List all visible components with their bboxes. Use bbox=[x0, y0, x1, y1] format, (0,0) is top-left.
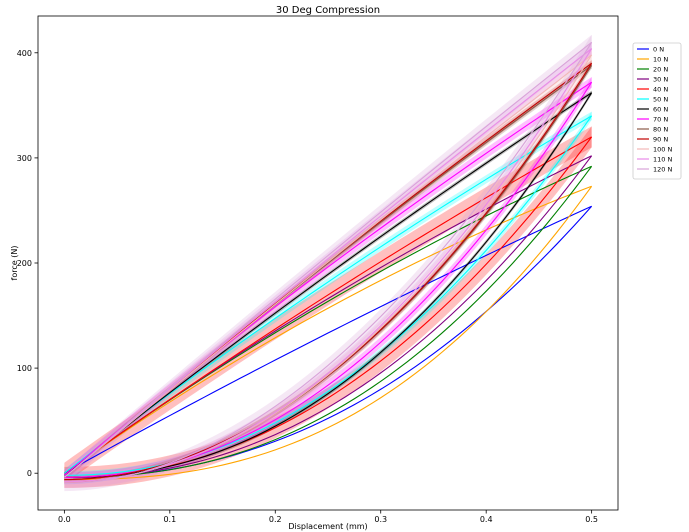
legend-box bbox=[632, 42, 682, 180]
series-loading-line bbox=[64, 41, 593, 485]
series-unloading-line bbox=[64, 54, 592, 478]
legend-label: 110 N bbox=[653, 156, 672, 164]
x-tick-label: 0.0 bbox=[58, 515, 71, 524]
series-loading-line bbox=[64, 115, 593, 476]
y-tick-label: 100 bbox=[17, 364, 32, 373]
x-tick-label: 0.3 bbox=[374, 515, 387, 524]
legend: 0 N 10 N 20 N 30 N 40 N 50 N 60 N 70 N 80 N 90 N 1… bbox=[632, 42, 682, 180]
x-axis-label: Displacement (mm) bbox=[288, 522, 367, 531]
y-tick-label: 300 bbox=[17, 154, 32, 163]
legend-label: 30 N bbox=[653, 76, 668, 84]
y-axis-ticks: 0 100 200 300 400 bbox=[17, 49, 38, 478]
series-unloading-line bbox=[64, 136, 592, 474]
legend-label: 120 N bbox=[653, 166, 672, 174]
legend-label: 20 N bbox=[653, 66, 668, 74]
series-loading-line bbox=[64, 165, 593, 478]
legend-label: 60 N bbox=[653, 106, 668, 114]
series-unloading-line bbox=[64, 48, 592, 478]
series-band bbox=[64, 126, 592, 484]
y-tick-label: 200 bbox=[17, 259, 32, 268]
series-lines bbox=[64, 41, 593, 485]
legend-label: 50 N bbox=[653, 96, 668, 104]
legend-label: 100 N bbox=[653, 146, 672, 154]
series-loading-line bbox=[64, 155, 593, 478]
series-loading-line bbox=[64, 205, 593, 478]
x-tick-label: 0.4 bbox=[480, 515, 493, 524]
chart-title: 30 Deg Compression bbox=[276, 5, 380, 16]
y-tick-label: 400 bbox=[17, 49, 32, 58]
series-band bbox=[64, 111, 592, 478]
legend-label: 80 N bbox=[653, 126, 668, 134]
x-tick-label: 0.1 bbox=[163, 515, 176, 524]
series-loading-line bbox=[64, 185, 593, 481]
x-tick-label: 0.5 bbox=[585, 515, 598, 524]
series-unloading-line bbox=[64, 185, 592, 474]
y-tick-label: 0 bbox=[27, 469, 32, 478]
legend-label: 0 N bbox=[653, 46, 664, 54]
legend-label: 90 N bbox=[653, 136, 668, 144]
series-unloading-line bbox=[64, 205, 592, 474]
legend-label: 10 N bbox=[653, 56, 668, 64]
y-axis-label: force (N) bbox=[10, 246, 19, 281]
legend-label: 40 N bbox=[653, 86, 668, 94]
x-axis-ticks: 0.0 0.1 0.2 0.3 0.4 0.5 bbox=[58, 510, 598, 524]
series-unloading-line bbox=[64, 92, 592, 476]
legend-label: 70 N bbox=[653, 116, 668, 124]
series-unloading-line bbox=[64, 41, 592, 478]
x-tick-label: 0.2 bbox=[269, 515, 282, 524]
series-band bbox=[64, 90, 592, 478]
